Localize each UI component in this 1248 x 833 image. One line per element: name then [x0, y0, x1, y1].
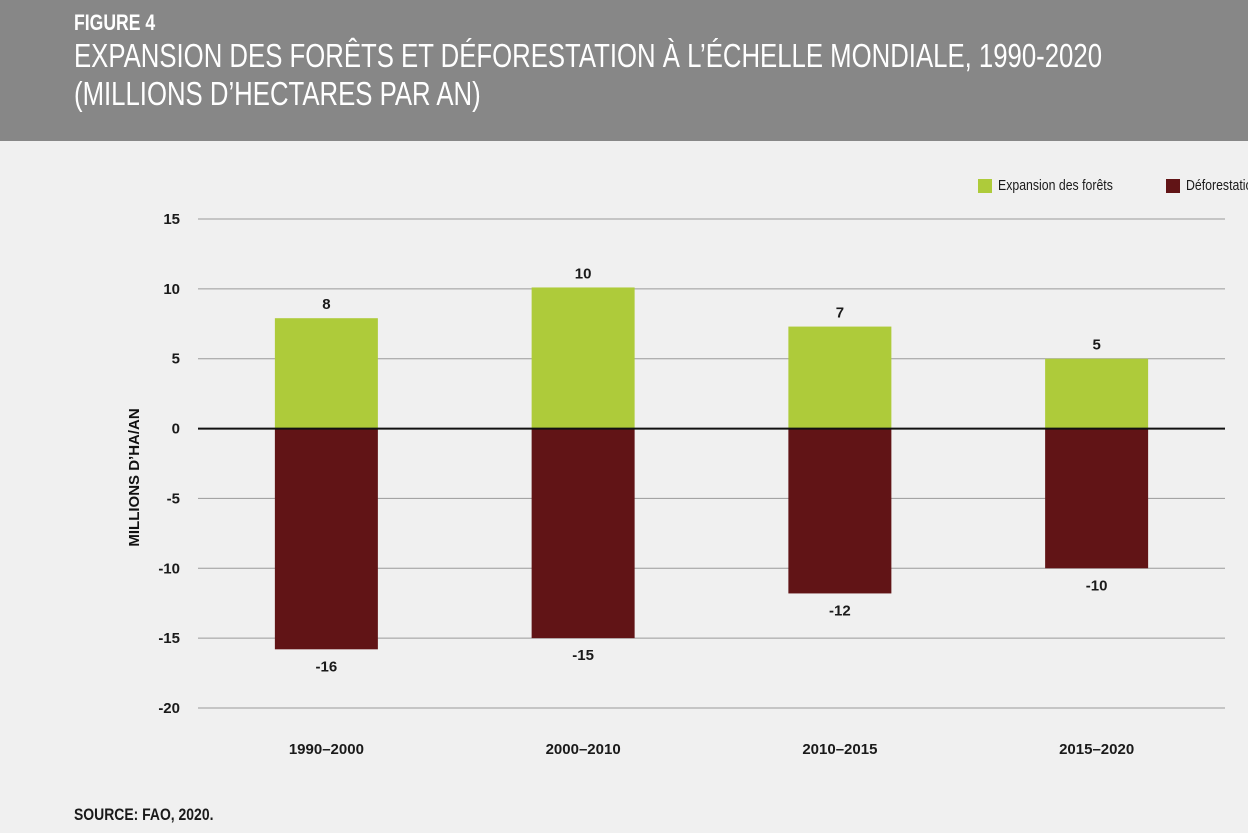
x-tick-label: 2010–2015: [802, 741, 877, 758]
legend-label-deforestation: Déforestation: [1186, 177, 1248, 194]
data-label-expansion: 8: [322, 296, 330, 313]
figure-title: EXPANSION DES FORÊTS ET DÉFORESTATION À …: [74, 37, 1102, 113]
figure-header: FIGURE 4 EXPANSION DES FORÊTS ET DÉFORES…: [0, 0, 1248, 141]
legend-swatch-expansion: [978, 178, 992, 193]
data-label-deforestation: -12: [829, 602, 851, 619]
data-label-expansion: 7: [836, 305, 844, 322]
y-tick-label: 5: [172, 351, 180, 368]
bar-deforestation: [531, 428, 635, 639]
y-tick-label: 10: [163, 281, 180, 298]
y-tick-label: -5: [167, 490, 180, 507]
legend-item-expansion: Expansion des forêts: [978, 177, 1138, 194]
x-tick-label: 1990–2000: [289, 741, 364, 758]
legend-label-expansion: Expansion des forêts: [998, 177, 1113, 194]
data-label-deforestation: -15: [572, 647, 594, 664]
figure-title-line-1: EXPANSION DES FORÊTS ET DÉFORESTATION À …: [74, 37, 1103, 74]
y-tick-label: -10: [158, 560, 180, 577]
x-tick-label: 2015–2020: [1059, 741, 1134, 758]
bar-deforestation: [274, 428, 378, 650]
y-tick-label: 0: [172, 421, 180, 438]
legend-swatch-deforestation: [1166, 178, 1181, 193]
data-label-deforestation: -16: [316, 658, 338, 675]
figure-title-line-2: (MILLIONS D’HECTARES PAR AN): [74, 75, 481, 112]
bar-deforestation: [1045, 428, 1149, 569]
data-label-deforestation: -10: [1086, 577, 1108, 594]
y-tick-label: 15: [163, 211, 180, 228]
bar-expansion: [274, 318, 378, 429]
source-note: SOURCE: FAO, 2020.: [74, 805, 214, 824]
x-tick-label: 2000–2010: [546, 741, 621, 758]
bar-expansion: [1045, 358, 1149, 429]
legend-item-deforestation: Déforestation: [1166, 177, 1248, 194]
bar-deforestation: [788, 428, 892, 594]
figure-number: FIGURE 4: [74, 10, 156, 35]
y-tick-label: -15: [158, 630, 180, 647]
bar-chart: 15 10 5 0 -5 -10 -15 -20 8 -16 1990–2000 10 -15 2000–…: [126, 211, 1225, 758]
bar-expansion: [531, 287, 635, 429]
data-label-expansion: 10: [575, 265, 592, 282]
chart-legend: Expansion des forêts Déforestation: [978, 177, 1248, 194]
data-label-expansion: 5: [1092, 337, 1100, 354]
y-axis-label: MILLIONS D’HA/AN: [126, 408, 143, 546]
y-tick-label: -20: [158, 700, 180, 717]
bar-expansion: [788, 326, 892, 429]
